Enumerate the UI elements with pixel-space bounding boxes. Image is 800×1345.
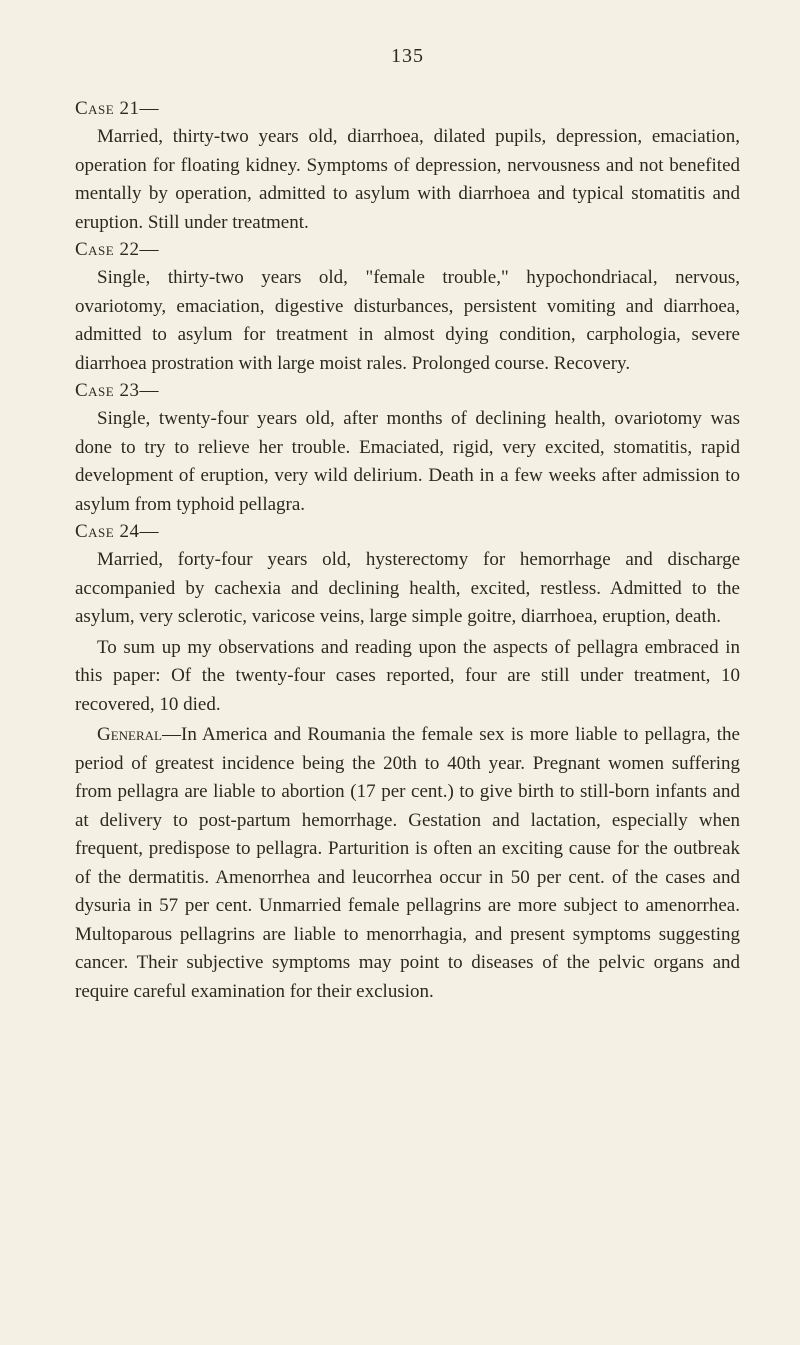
summary-paragraph: To sum up my observations and reading up… bbox=[75, 634, 740, 720]
case-heading: Case 22— bbox=[75, 239, 740, 261]
general-label: General bbox=[97, 724, 162, 745]
general-text: —In America and Roumania the female sex … bbox=[75, 724, 740, 1002]
page-number: 135 bbox=[75, 45, 740, 68]
case-heading: Case 21— bbox=[75, 98, 740, 120]
case-text: Single, thirty-two years old, "female tr… bbox=[75, 264, 740, 378]
general-paragraph: General—In America and Roumania the fema… bbox=[75, 721, 740, 1006]
case-24-block: Case 24— Married, forty-four years old, … bbox=[75, 521, 740, 632]
case-21-block: Case 21— Married, thirty-two years old, … bbox=[75, 98, 740, 237]
case-text: Married, forty-four years old, hysterect… bbox=[75, 546, 740, 632]
case-heading: Case 24— bbox=[75, 521, 740, 543]
case-23-block: Case 23— Single, twenty-four years old, … bbox=[75, 380, 740, 519]
case-text: Married, thirty-two years old, diarrhoea… bbox=[75, 123, 740, 237]
case-heading: Case 23— bbox=[75, 380, 740, 402]
case-22-block: Case 22— Single, thirty-two years old, "… bbox=[75, 239, 740, 378]
case-text: Single, twenty-four years old, after mon… bbox=[75, 405, 740, 519]
